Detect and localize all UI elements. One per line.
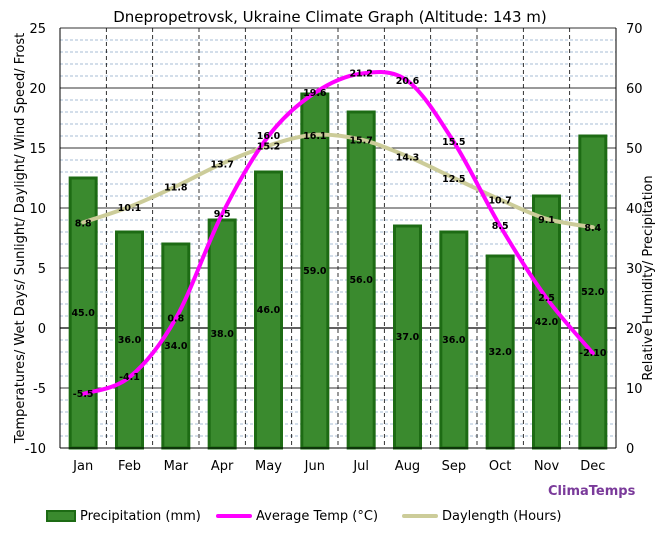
precip-label-jun: 59.0 bbox=[303, 266, 327, 277]
y-tick-right: 30 bbox=[626, 262, 643, 277]
legend-label-daylength: Daylength (Hours) bbox=[442, 508, 562, 524]
x-tick-apr: Apr bbox=[211, 459, 234, 474]
precip-label-aug: 37.0 bbox=[396, 332, 420, 343]
chart-legend: Precipitation (mm) Average Temp (°C) Day… bbox=[0, 505, 661, 527]
y-tick-left: 25 bbox=[29, 22, 46, 37]
daylength-label-apr: 13.7 bbox=[210, 160, 233, 171]
temp-label-apr: 9.5 bbox=[214, 209, 231, 220]
temp-label-nov: 2.5 bbox=[538, 293, 555, 304]
x-tick-jun: Jun bbox=[304, 459, 325, 474]
temp-label-feb: -4.1 bbox=[119, 372, 140, 383]
y-axis-right-label: Relative Humidity/ Precipitation bbox=[641, 175, 656, 380]
y-tick-left: 10 bbox=[29, 202, 46, 217]
precip-label-oct: 32.0 bbox=[488, 347, 512, 358]
x-tick-nov: Nov bbox=[534, 459, 560, 474]
y-tick-left: 15 bbox=[29, 142, 46, 157]
precip-label-apr: 38.0 bbox=[210, 329, 234, 340]
daylength-label-aug: 14.3 bbox=[396, 152, 419, 163]
data-labels: 45.0 36.0 34.0 38.0 46.0 59.0 56.0 37.0 36.0 32.0… bbox=[71, 69, 606, 400]
precip-label-feb: 36.0 bbox=[118, 335, 142, 346]
temperature-line bbox=[81, 69, 595, 396]
x-tick-dec: Dec bbox=[580, 459, 605, 474]
daylength-label-may: 15.2 bbox=[257, 142, 280, 153]
daylength-line bbox=[81, 132, 595, 230]
y-tick-right: 10 bbox=[626, 382, 643, 397]
precip-bar-may bbox=[254, 170, 283, 450]
y-tick-right: 40 bbox=[626, 202, 643, 217]
precip-bar-jun bbox=[300, 92, 330, 450]
x-tick-may: May bbox=[255, 459, 282, 474]
daylength-label-jun: 16.1 bbox=[303, 131, 326, 142]
y-tick-left: 0 bbox=[38, 322, 46, 337]
precip-label-may: 46.0 bbox=[257, 305, 281, 316]
precipitation-bars bbox=[68, 92, 608, 450]
y-tick-left: 5 bbox=[38, 262, 46, 277]
y-tick-right: 20 bbox=[626, 322, 643, 337]
precip-bar-dec bbox=[578, 134, 608, 450]
temp-label-dec: -2.10 bbox=[579, 348, 607, 359]
legend-item-temperature: Average Temp (°C) bbox=[216, 505, 378, 527]
temp-label-oct: 8.5 bbox=[492, 221, 509, 232]
x-tick-oct: Oct bbox=[489, 459, 511, 474]
temp-label-jan: -5.5 bbox=[73, 389, 94, 400]
legend-swatch-precipitation bbox=[46, 510, 76, 522]
temp-label-sep: 15.5 bbox=[442, 137, 465, 148]
daylength-label-feb: 10.1 bbox=[118, 203, 141, 214]
precip-bar-feb bbox=[115, 230, 144, 450]
precip-bar-sep bbox=[439, 230, 469, 450]
daylength-label-dec: 8.4 bbox=[584, 223, 601, 234]
y-tick-left: -5 bbox=[33, 382, 46, 397]
daylength-label-oct: 10.7 bbox=[488, 196, 511, 207]
climatemps-brand: ClimaTemps bbox=[548, 484, 636, 499]
precip-label-jan: 45.0 bbox=[71, 308, 95, 319]
x-tick-jan: Jan bbox=[72, 459, 93, 474]
precip-label-nov: 42.0 bbox=[535, 317, 559, 328]
y-tick-left: -10 bbox=[25, 442, 46, 457]
legend-swatch-daylength bbox=[402, 514, 438, 518]
daylength-label-mar: 11.8 bbox=[164, 182, 188, 193]
x-tick-sep: Sep bbox=[442, 459, 467, 474]
temp-label-mar: 0.8 bbox=[167, 313, 184, 324]
x-tick-aug: Aug bbox=[395, 459, 420, 474]
y-tick-left: 20 bbox=[29, 82, 46, 97]
temp-label-may: 16.0 bbox=[257, 131, 281, 142]
chart-title: Dnepropetrovsk, Ukraine Climate Graph (A… bbox=[113, 8, 547, 26]
daylength-label-sep: 12.5 bbox=[442, 174, 465, 185]
daylength-label-jul: 15.7 bbox=[349, 136, 372, 147]
precip-bar-jul bbox=[346, 110, 376, 450]
precip-label-sep: 36.0 bbox=[442, 335, 466, 346]
y-tick-right: 50 bbox=[626, 142, 643, 157]
legend-item-precipitation: Precipitation (mm) bbox=[46, 505, 201, 527]
temp-label-jul: 21.2 bbox=[349, 69, 372, 80]
precip-label-mar: 34.0 bbox=[164, 341, 188, 352]
legend-label-temperature: Average Temp (°C) bbox=[256, 508, 379, 524]
precip-label-jul: 56.0 bbox=[349, 275, 373, 286]
legend-item-daylength: Daylength (Hours) bbox=[402, 505, 561, 527]
temp-label-jun: 19.6 bbox=[303, 88, 327, 99]
y-tick-right: 0 bbox=[626, 442, 634, 457]
y-axis-left-label: Temperatures/ Wet Days/ Sunlight/ Daylig… bbox=[13, 33, 28, 444]
precip-label-dec: 52.0 bbox=[581, 287, 605, 298]
series-lines bbox=[81, 69, 595, 396]
y-tick-right: 70 bbox=[626, 22, 643, 37]
y-tick-right: 60 bbox=[626, 82, 643, 97]
precip-bar-aug bbox=[393, 224, 422, 450]
x-tick-jul: Jul bbox=[352, 459, 369, 474]
daylength-label-nov: 9.1 bbox=[538, 215, 555, 226]
legend-label-precipitation: Precipitation (mm) bbox=[80, 508, 201, 524]
daylength-label-jan: 8.8 bbox=[75, 218, 92, 229]
temp-label-aug: 20.6 bbox=[396, 76, 420, 87]
x-tick-feb: Feb bbox=[118, 459, 141, 474]
x-tick-mar: Mar bbox=[164, 459, 189, 474]
precip-bar-apr bbox=[207, 218, 237, 450]
legend-swatch-temperature bbox=[216, 514, 252, 518]
